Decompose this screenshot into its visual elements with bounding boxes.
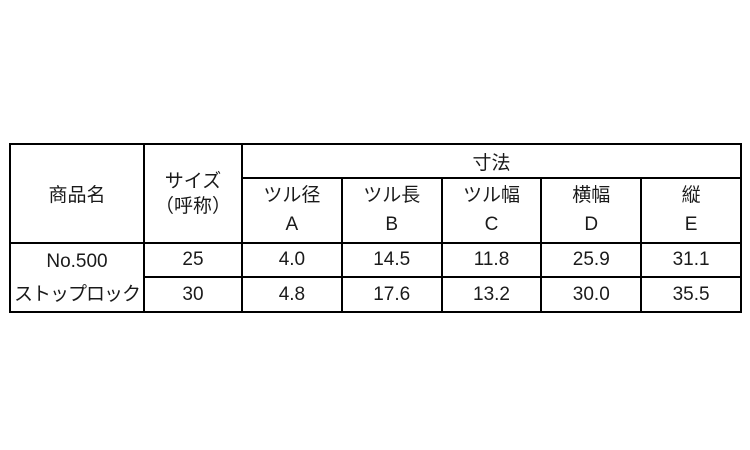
value-cell-c: 13.2 bbox=[440, 276, 543, 313]
value-cell-a: 4.0 bbox=[241, 242, 343, 278]
header-row-subcolumns: ツル径 A ツル長 B ツル幅 C bbox=[10, 177, 742, 244]
size-cell: 30 bbox=[143, 276, 243, 313]
dim-c-letter: C bbox=[484, 213, 499, 235]
value-cell-b: 17.6 bbox=[340, 276, 443, 313]
header-dim-d: 横幅 D bbox=[540, 177, 643, 244]
value-cell-e: 31.1 bbox=[640, 242, 742, 278]
dim-b-letter: B bbox=[385, 213, 399, 235]
value-cell-d: 30.0 bbox=[540, 276, 643, 313]
header-dim-c: ツル幅 C bbox=[440, 177, 543, 244]
header-dim-b: ツル長 B bbox=[340, 177, 443, 244]
header-product-name: 商品名 bbox=[9, 143, 145, 244]
dim-b-label: ツル長 bbox=[363, 185, 421, 207]
table-row-size-30: 30 4.8 17.6 13.2 30.0 35.5 bbox=[10, 276, 742, 313]
header-size-line1: サイズ bbox=[164, 170, 222, 192]
spec-table: 商品名 サイズ （呼称） 寸法 ツル径 A ツル長 B bbox=[9, 143, 742, 313]
dim-d-label: 横幅 bbox=[572, 185, 611, 207]
header-row-group: 商品名 サイズ （呼称） 寸法 bbox=[9, 143, 742, 244]
dim-c-label: ツル幅 bbox=[462, 185, 520, 207]
dim-a-letter: A bbox=[285, 213, 299, 235]
size-cell: 25 bbox=[143, 242, 243, 278]
value-cell-c: 11.8 bbox=[440, 242, 543, 278]
product-name-cell: No.500 ストップロック bbox=[9, 242, 145, 313]
header-dim-a: ツル径 A bbox=[241, 177, 343, 244]
dim-a-label: ツル径 bbox=[263, 185, 321, 207]
dim-e-letter: E bbox=[684, 213, 698, 235]
value-cell-e: 35.5 bbox=[640, 276, 742, 313]
product-name-line1: No.500 bbox=[46, 250, 108, 272]
value-cell-d: 25.9 bbox=[540, 242, 643, 278]
value-cell-a: 4.8 bbox=[241, 276, 343, 313]
dim-e-label: 縦 bbox=[681, 185, 701, 207]
header-dimensions-group: 寸法 bbox=[241, 143, 742, 179]
table-row-size-25: No.500 ストップロック 25 4.0 14.5 11.8 25.9 31.… bbox=[9, 242, 742, 313]
value-cell-b: 14.5 bbox=[340, 242, 443, 278]
header-size: サイズ （呼称） bbox=[143, 143, 243, 244]
header-size-line2: （呼称） bbox=[154, 195, 231, 217]
dim-d-letter: D bbox=[584, 213, 599, 235]
header-dim-e: 縦 E bbox=[640, 177, 742, 244]
product-name-line2: ストップロック bbox=[13, 283, 141, 305]
